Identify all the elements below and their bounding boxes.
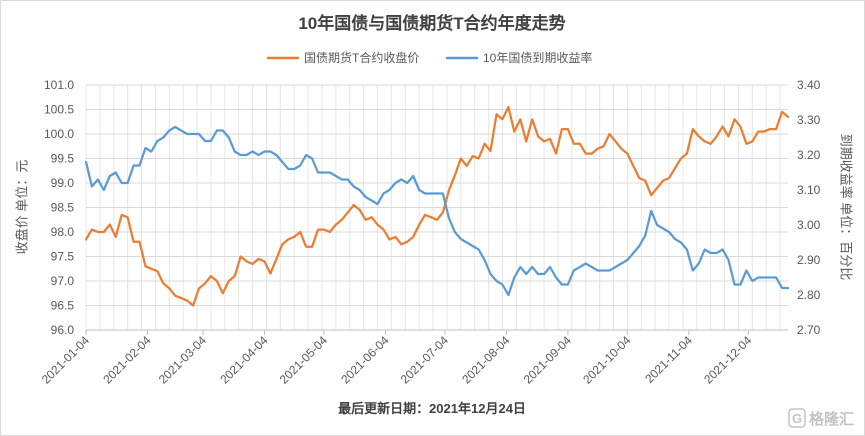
y-right-tick-label: 2.80 <box>797 288 821 302</box>
y-left-tick-label: 98.0 <box>51 225 75 239</box>
series-lines <box>84 105 790 307</box>
legend: 国债期货T合约收盘价 10年国债到期收益率 <box>266 50 592 65</box>
y-right-tick-label: 3.00 <box>797 218 821 232</box>
legend-item-bond-yield: 10年国债到期收益率 <box>445 50 592 65</box>
legend-label-futures-close: 国债期货T合约收盘价 <box>304 50 419 65</box>
y-right-tick-label: 3.10 <box>797 183 821 197</box>
watermark-logo: G 格隆汇 <box>788 408 854 428</box>
gridlines <box>85 84 788 331</box>
y-left-axis-title: 收盘价 单位：元 <box>15 160 30 255</box>
y-left-tick-label: 97.5 <box>51 250 75 264</box>
y-right-tick-label: 3.30 <box>797 113 821 127</box>
y-left-tick-label: 96.5 <box>51 299 75 313</box>
footnote-update-date: 最后更新日期：2021年12月24日 <box>338 401 526 416</box>
y-left-tick-label: 101.0 <box>44 78 74 92</box>
y-right-tick-label: 3.20 <box>797 148 821 162</box>
chart-title: 10年国债与国债期货T合约年度走势 <box>298 13 565 33</box>
y-right-tick-label: 2.90 <box>797 253 821 267</box>
y-left-tick-label: 100.0 <box>44 127 74 141</box>
y-left-tick-label: 100.5 <box>44 103 74 117</box>
legend-item-futures-close: 国债期货T合约收盘价 <box>266 50 419 65</box>
legend-label-bond-yield: 10年国债到期收益率 <box>483 50 592 65</box>
watermark-logo-letter: G <box>792 411 802 426</box>
watermark-logo-box <box>788 408 806 428</box>
watermark-text: 格隆汇 <box>809 410 854 428</box>
series-line-bond-yield <box>84 125 790 297</box>
y-left-tick-label: 97.0 <box>51 274 75 288</box>
y-right-tick-label: 2.70 <box>797 323 821 337</box>
y-left-tick-label: 98.5 <box>51 201 75 215</box>
series-line-futures-close <box>84 105 790 307</box>
y-left-tick-label: 99.0 <box>51 176 75 190</box>
y-left-tick-label: 99.5 <box>51 152 75 166</box>
y-right-tick-label: 3.40 <box>797 78 821 92</box>
y-right-axis-title: 到期收益率 单位：百分比 <box>838 134 853 281</box>
y-left-tick-label: 96.0 <box>51 323 75 337</box>
